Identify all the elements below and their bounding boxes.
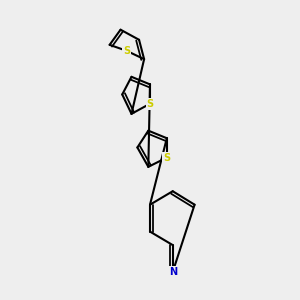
Text: S: S: [123, 46, 130, 56]
Text: S: S: [163, 153, 170, 163]
Text: N: N: [169, 267, 177, 277]
Text: S: S: [146, 99, 154, 109]
